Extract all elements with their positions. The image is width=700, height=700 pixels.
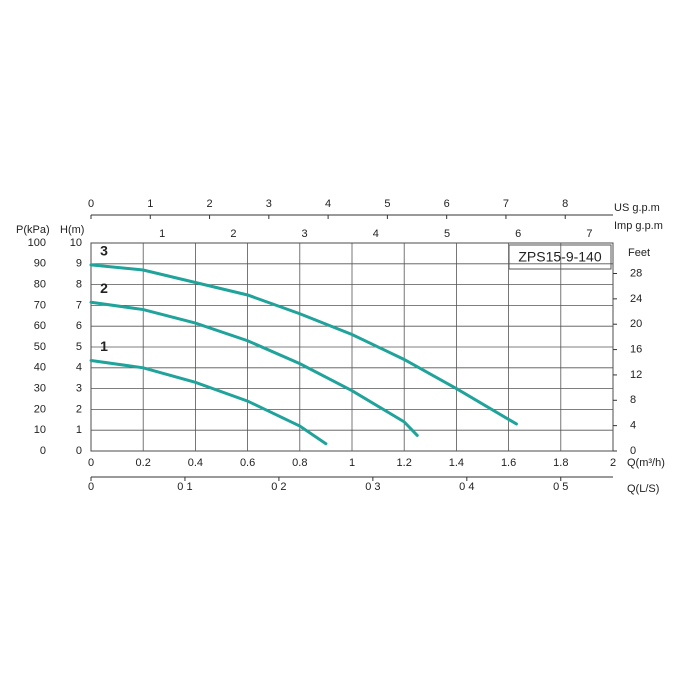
tick-label: 0 4 <box>459 481 474 493</box>
tick-label: 2 <box>230 228 236 240</box>
tick-label: 12 <box>630 369 642 381</box>
x-tick-label: 1.4 <box>449 457 464 469</box>
axis-label: Q(L/S) <box>627 483 659 495</box>
x-tick-label: 0 <box>88 457 94 469</box>
y-tick-label: 9 <box>76 258 82 270</box>
x-tick-label: 1 <box>349 457 355 469</box>
tick-label: 20 <box>630 318 642 330</box>
title-box <box>508 244 612 270</box>
tick-label: 70 <box>34 299 46 311</box>
tick-label: 0 1 <box>177 481 192 493</box>
tick-label: 5 <box>384 198 390 210</box>
tick-label: 3 <box>266 198 272 210</box>
tick-label: 2 <box>206 198 212 210</box>
tick-label: 0 5 <box>553 481 568 493</box>
tick-label: 0 <box>630 445 636 457</box>
tick-label: 4 <box>630 420 636 432</box>
tick-label: 80 <box>34 279 46 291</box>
axis-label: Feet <box>628 247 650 259</box>
curve-label: 1 <box>100 338 108 354</box>
tick-label: 5 <box>444 228 450 240</box>
tick-label: 6 <box>515 228 521 240</box>
tick-label: 50 <box>34 341 46 353</box>
x-tick-label: 1.6 <box>501 457 516 469</box>
tick-label: 60 <box>34 320 46 332</box>
y-tick-label: 5 <box>76 341 82 353</box>
curve-label: 3 <box>100 243 108 259</box>
tick-label: 30 <box>34 383 46 395</box>
x-tick-label: 2 <box>610 457 616 469</box>
tick-label: 16 <box>630 343 642 355</box>
curve <box>89 359 328 446</box>
tick-label: 10 <box>34 424 46 436</box>
x-tick-label: 1.8 <box>553 457 568 469</box>
tick-label: 20 <box>34 403 46 415</box>
y-axis-label: H(m) <box>60 224 84 236</box>
axis-label: Imp g.p.m <box>614 220 663 232</box>
curve <box>89 300 419 437</box>
tick-label: 0 3 <box>365 481 380 493</box>
curve-label: 2 <box>100 280 108 296</box>
tick-label: 90 <box>34 258 46 270</box>
tick-label: 3 <box>302 228 308 240</box>
tick-label: 0 <box>88 198 94 210</box>
x-tick-label: 0.8 <box>292 457 307 469</box>
x-tick-label: 0.6 <box>240 457 255 469</box>
tick-label: 7 <box>586 228 592 240</box>
tick-label: 4 <box>325 198 331 210</box>
x-tick-label: 0.2 <box>136 457 151 469</box>
tick-label: 4 <box>373 228 379 240</box>
tick-label: 8 <box>562 198 568 210</box>
tick-label: 6 <box>444 198 450 210</box>
y-tick-label: 7 <box>76 299 82 311</box>
tick-label: 0 <box>40 445 46 457</box>
tick-label: 40 <box>34 362 46 374</box>
y-tick-label: 0 <box>76 445 82 457</box>
axis-label: P(kPa) <box>16 224 50 236</box>
y-tick-label: 1 <box>76 424 82 436</box>
y-tick-label: 2 <box>76 403 82 415</box>
x-tick-label: 0.4 <box>188 457 203 469</box>
tick-label: 1 <box>147 198 153 210</box>
x-axis-label: Q(m³/h) <box>627 457 665 469</box>
tick-label: 1 <box>159 228 165 240</box>
y-tick-label: 10 <box>70 237 82 249</box>
tick-label: 24 <box>630 293 642 305</box>
y-tick-label: 8 <box>76 279 82 291</box>
tick-label: 100 <box>28 237 46 249</box>
curve <box>89 263 518 426</box>
tick-label: 7 <box>503 198 509 210</box>
chart-title: ZPS15-9-140 <box>518 249 601 265</box>
tick-label: 0 <box>88 481 94 493</box>
y-tick-label: 6 <box>76 320 82 332</box>
y-tick-label: 4 <box>76 362 82 374</box>
tick-label: 28 <box>630 267 642 279</box>
y-tick-label: 3 <box>76 383 82 395</box>
tick-label: 8 <box>630 394 636 406</box>
tick-label: 0 2 <box>271 481 286 493</box>
x-tick-label: 1.2 <box>397 457 412 469</box>
axis-label: US g.p.m <box>614 202 660 214</box>
